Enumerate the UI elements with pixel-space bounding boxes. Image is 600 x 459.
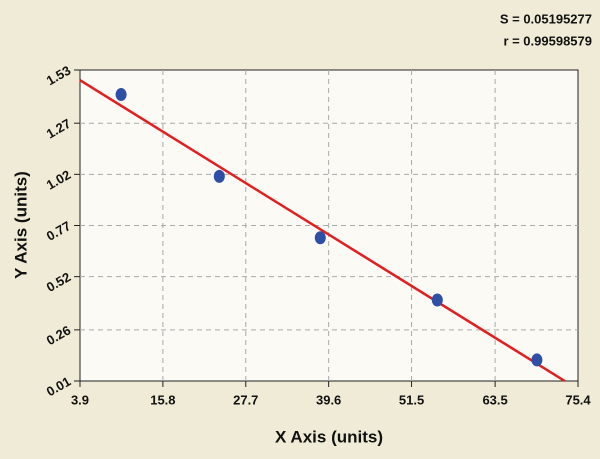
x-tick-label: 15.8 — [150, 392, 175, 407]
y-axis-label: Y Axis (units) — [11, 171, 30, 279]
y-tick-label: 0.01 — [44, 374, 73, 400]
x-axis-label: X Axis (units) — [275, 427, 383, 446]
annotation: S = 0.05195277 — [500, 11, 592, 26]
y-tick-label: 0.77 — [44, 218, 73, 244]
y-tick-label: 0.52 — [44, 269, 73, 295]
data-point — [531, 353, 543, 367]
y-tick-label: 1.02 — [44, 167, 73, 193]
y-tick-label: 0.26 — [44, 322, 73, 348]
data-point — [115, 88, 127, 102]
x-tick-label: 27.7 — [233, 392, 258, 407]
x-tick-label: 75.4 — [565, 392, 591, 407]
fit-line — [79, 79, 566, 383]
annotation: r = 0.99598579 — [503, 33, 592, 48]
data-point — [314, 231, 326, 245]
x-tick-label: 51.5 — [399, 392, 424, 407]
x-tick-label: 39.6 — [316, 392, 341, 407]
data-point — [431, 293, 443, 307]
x-tick-label: 3.9 — [71, 392, 89, 407]
y-tick-label: 1.53 — [44, 63, 73, 89]
data-point — [213, 169, 225, 183]
x-tick-label: 63.5 — [482, 392, 507, 407]
y-tick-label: 1.27 — [44, 116, 73, 142]
